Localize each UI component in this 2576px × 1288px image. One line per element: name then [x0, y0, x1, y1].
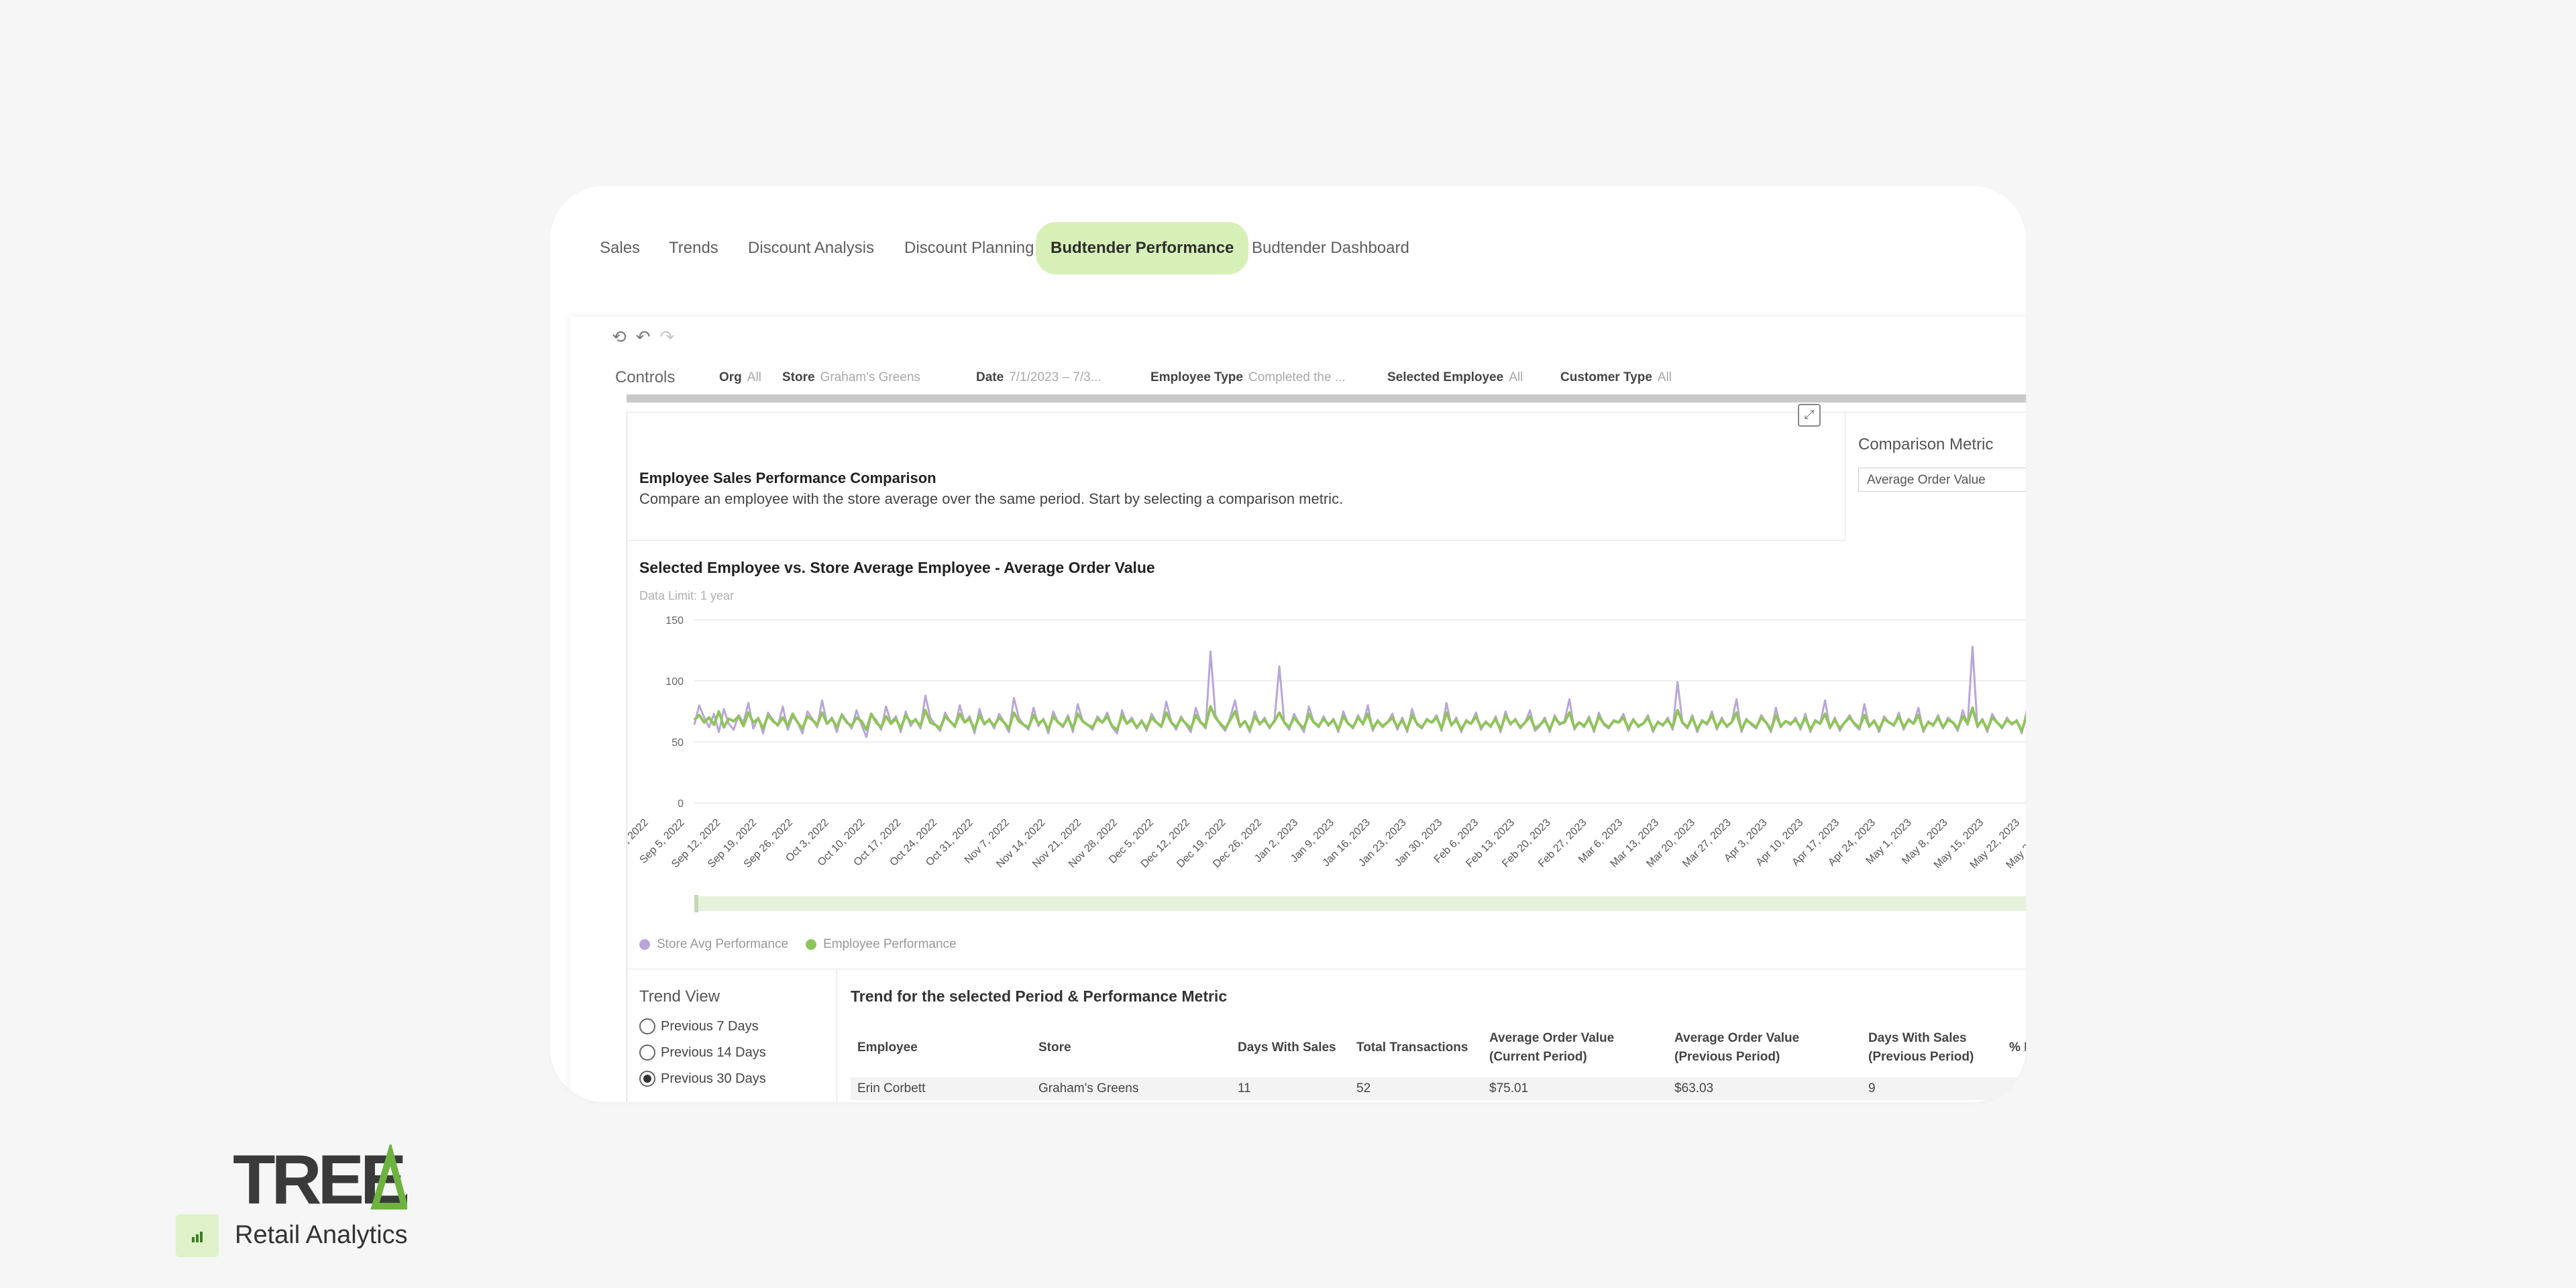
- filter-label: Date: [976, 370, 1004, 384]
- tab-budtender-performance[interactable]: Budtender Performance: [1036, 222, 1249, 274]
- radio-label: Previous 14 Days: [661, 1044, 766, 1060]
- filter-label: Org: [719, 370, 742, 384]
- filter-label: Selected Employee: [1387, 370, 1504, 384]
- col-percent-diff[interactable]: % Di: [2009, 1040, 2026, 1055]
- filter-label: Employee Type: [1150, 370, 1243, 384]
- radio-circle[interactable]: [639, 1071, 655, 1087]
- expand-icon[interactable]: ⤢: [1798, 404, 1821, 427]
- filter-value: All: [1657, 370, 1672, 384]
- col-employee[interactable]: Employee: [857, 1040, 918, 1055]
- filter-label: Customer Type: [1560, 370, 1652, 384]
- radio-previous-14-days[interactable]: Previous 14 Days: [639, 1044, 766, 1061]
- filter-value: Completed the ...: [1248, 370, 1346, 384]
- trend-table: Trend for the selected Period & Performa…: [837, 969, 2026, 1102]
- legend-item-store-avg[interactable]: Store Avg Performance: [639, 937, 788, 952]
- range-slider-track: [694, 896, 2026, 911]
- col-days-with-sales[interactable]: Days With Sales: [1238, 1040, 1336, 1055]
- chart-title: Selected Employee vs. Store Average Empl…: [639, 559, 1155, 576]
- tab-bar: Sales Trends Discount Analysis Discount …: [550, 222, 1422, 276]
- radio-label: Previous 30 Days: [661, 1071, 766, 1086]
- filter-org[interactable]: Org All: [719, 365, 761, 390]
- filter-employee-type[interactable]: Employee Type Completed the ...: [1150, 365, 1346, 390]
- legend-dot: [806, 939, 817, 950]
- comparison-title: Employee Sales Performance Comparison: [639, 470, 936, 486]
- col-total-transactions[interactable]: Total Transactions: [1356, 1040, 1468, 1055]
- comparison-metric-control: Comparison Metric Average Order Value: [1845, 412, 2026, 540]
- radio-previous-30-days[interactable]: Previous 30 Days: [639, 1071, 766, 1087]
- tab-budtender-dashboard[interactable]: Budtender Dashboard: [1252, 239, 1409, 257]
- radio-label: Previous 7 Days: [661, 1018, 759, 1034]
- tab-discount-planning[interactable]: Discount Planning: [904, 239, 1034, 257]
- y-tick-label: 100: [665, 676, 684, 688]
- trend-section: Trend View Previous 7 Days Previous 14 D…: [627, 969, 2026, 1102]
- product-name: Retail Analytics: [235, 1221, 408, 1249]
- radio-circle[interactable]: [639, 1044, 655, 1061]
- treez-logo: TREEZ: [233, 1144, 407, 1212]
- filter-customer-type[interactable]: Customer Type All: [1560, 365, 1672, 390]
- comparison-metric-select[interactable]: Average Order Value: [1858, 468, 2026, 492]
- y-tick-label: 0: [678, 798, 684, 810]
- report-panel: ⟲ ↶ ↷ Controls Org All Store Graham's Gree…: [570, 317, 2026, 1102]
- trend-table-title: Trend for the selected Period & Performa…: [851, 987, 1228, 1005]
- y-tick-label: 150: [665, 615, 684, 627]
- radio-previous-7-days[interactable]: Previous 7 Days: [639, 1018, 759, 1034]
- y-tick-label: 50: [672, 737, 684, 749]
- col-days-previous[interactable]: Days With Sales (Previous Period): [1868, 1031, 1974, 1064]
- history-toolbar: ⟲ ↶ ↷: [612, 327, 674, 347]
- chart-subtitle: Data Limit: 1 year: [639, 589, 735, 602]
- chart-section: Selected Employee vs. Store Average Empl…: [627, 539, 2026, 969]
- comparison-header: Employee Sales Performance Comparison Co…: [627, 412, 1845, 541]
- tab-discount-analysis[interactable]: Discount Analysis: [748, 239, 875, 257]
- legend-dot: [639, 939, 650, 950]
- tab-trends[interactable]: Trends: [669, 239, 718, 257]
- series-line-store-avg: [693, 645, 2026, 739]
- series-line-employee: [693, 705, 2026, 733]
- controls-divider: [627, 394, 2026, 402]
- filter-value: 7/1/2023 – 7/3...: [1009, 370, 1102, 384]
- filter-value: All: [1509, 370, 1523, 384]
- legend-label: Store Avg Performance: [657, 937, 789, 951]
- radio-circle[interactable]: [639, 1018, 655, 1034]
- reset-icon[interactable]: ⟲: [612, 327, 627, 347]
- cell-aov-previous: $63.03: [1674, 1081, 1714, 1095]
- redo-icon[interactable]: ↷: [659, 327, 675, 347]
- tab-sales[interactable]: Sales: [600, 239, 641, 257]
- cell-total-transactions: 52: [1356, 1081, 1371, 1095]
- filter-date[interactable]: Date 7/1/2023 – 7/3...: [976, 365, 1102, 390]
- chart-legend: Store Avg Performance Employee Performan…: [639, 937, 957, 952]
- undo-icon[interactable]: ↶: [635, 327, 651, 347]
- col-aov-previous[interactable]: Average Order Value (Previous Period): [1674, 1031, 1800, 1064]
- controls-title: Controls: [615, 368, 676, 386]
- cell-aov-current: $75.01: [1489, 1081, 1529, 1095]
- dashboard-card: Sales Trends Discount Analysis Discount …: [550, 186, 2026, 1102]
- col-store[interactable]: Store: [1038, 1040, 1071, 1055]
- comparison-description: Compare an employee with the store avera…: [639, 490, 1344, 507]
- filter-store[interactable]: Store Graham's Greens: [782, 365, 920, 390]
- cell-days-previous: 9: [1868, 1081, 1876, 1095]
- retail-analytics-icon: [176, 1214, 219, 1257]
- table-row[interactable]: [851, 1077, 2026, 1100]
- col-aov-current[interactable]: Average Order Value (Current Period): [1489, 1031, 1615, 1064]
- range-slider-handle: [694, 895, 698, 912]
- filter-label: Store: [782, 370, 815, 384]
- trend-view-title: Trend View: [639, 987, 720, 1006]
- filter-value: All: [747, 370, 761, 384]
- controls-bar: Controls Org All Store Graham's Greens Dat…: [570, 365, 2026, 390]
- filter-selected-employee[interactable]: Selected Employee All: [1387, 365, 1523, 390]
- comparison-metric-label: Comparison Metric: [1858, 435, 1994, 453]
- cell-store: Graham's Greens: [1038, 1081, 1139, 1095]
- filter-value: Graham's Greens: [820, 370, 920, 384]
- cell-employee: Erin Corbett: [857, 1081, 926, 1095]
- legend-item-employee[interactable]: Employee Performance: [806, 937, 957, 952]
- legend-label: Employee Performance: [823, 937, 957, 951]
- cell-days-with-sales: 11: [1238, 1081, 1251, 1095]
- trend-view-panel: Trend View Previous 7 Days Previous 14 D…: [627, 969, 837, 1102]
